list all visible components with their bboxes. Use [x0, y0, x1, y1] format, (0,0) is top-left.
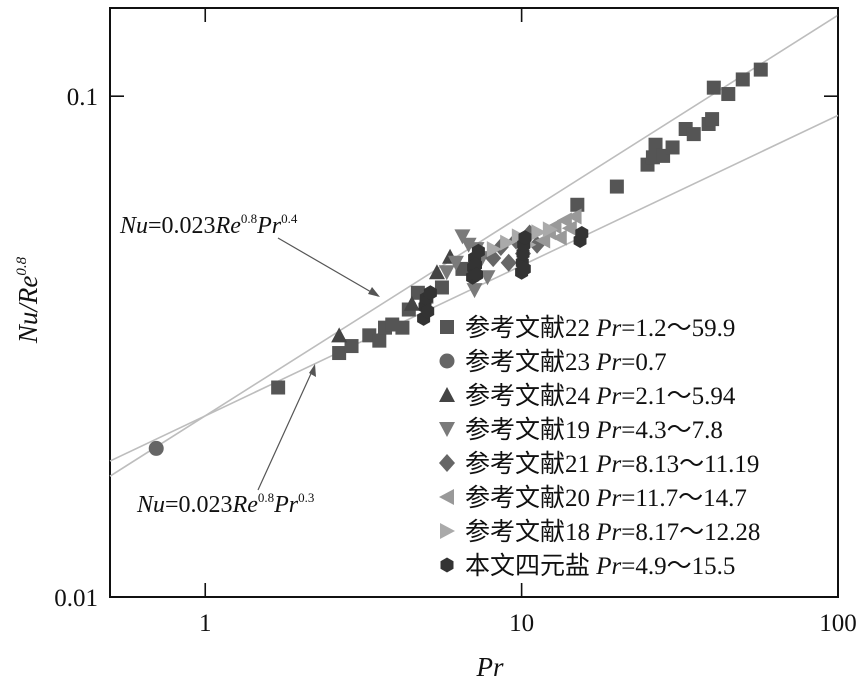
data-point-square-0 [271, 380, 286, 395]
data-point-square-26 [735, 72, 750, 87]
data-point-triangle-up-2 [428, 264, 445, 280]
data-point-hexagon-18 [575, 226, 589, 241]
data-point-square-14 [609, 179, 624, 194]
data-point-triangle-left-0 [535, 232, 551, 249]
y-axis-label-base: Nu/Re [13, 276, 43, 345]
data-point-circle-0 [148, 440, 164, 456]
legend-marker-triangle-right [440, 523, 455, 539]
data-point-square-25 [721, 87, 736, 102]
legend-label-6: 参考文献18 Pr=8.17～12.28 [465, 518, 760, 546]
y-tick-label-0.01: 0.01 [54, 585, 98, 612]
plot-frame [109, 7, 839, 598]
data-point-hexagon-10 [471, 243, 485, 259]
data-point-square-19 [665, 140, 680, 155]
legend-marker-circle [439, 353, 455, 369]
legend-label-4: 参考文献21 Pr=8.13～11.19 [465, 450, 759, 478]
annotation-pr03-arrow [257, 366, 315, 491]
data-point-triangle-left-3 [551, 229, 567, 246]
data-point-hexagon-9 [470, 267, 483, 283]
data-point-triangle-right-1 [500, 234, 516, 251]
data-point-hexagon-3 [421, 303, 435, 319]
legend-label-7: 本文四元盐 Pr=4.9～15.5 [465, 552, 735, 580]
legend-label-1: 参考文献23 Pr=0.7 [465, 348, 667, 376]
legend-label-3: 参考文献19 Pr=4.3～7.8 [465, 416, 723, 444]
data-point-square-12 [455, 261, 470, 276]
data-point-square-21 [686, 127, 701, 142]
legend-marker-triangle-down [439, 422, 455, 437]
series-hexagon [417, 226, 589, 326]
data-point-diamond-2 [500, 253, 517, 272]
data-point-triangle-left-6 [566, 208, 582, 225]
data-point-square-2 [344, 339, 359, 354]
data-point-square-11 [434, 280, 449, 295]
legend-marker-hexagon [440, 557, 454, 573]
axis-ticks [110, 8, 839, 598]
series-circle [148, 440, 164, 456]
legend-label-0: 参考文献22 Pr=1.2～59.9 [465, 314, 735, 342]
data-point-hexagon-15 [517, 261, 531, 277]
data-point-hexagon-4 [423, 285, 437, 301]
data-point-triangle-right-4 [531, 224, 547, 241]
data-point-triangle-right-5 [542, 221, 558, 238]
data-point-square-13 [570, 197, 585, 212]
legend-marker-diamond [439, 454, 455, 472]
annotation-pr04-arrowhead [368, 287, 380, 297]
x-axis-label: Pr [476, 652, 504, 682]
data-markers [148, 62, 768, 456]
legend-marker-square [440, 320, 454, 334]
svg-text:Nu/Re0.8: Nu/Re0.8 [13, 256, 43, 344]
annotation-pr04-arrow [277, 237, 379, 297]
data-point-square-24 [706, 80, 721, 95]
data-point-triangle-left-5 [561, 220, 577, 237]
legend-label-2: 参考文献24 Pr=2.1～5.94 [465, 382, 736, 410]
data-point-triangle-down-1 [447, 255, 464, 271]
data-point-triangle-up-0 [331, 327, 348, 343]
legend: 参考文献22 Pr=1.2～59.9 参考文献23 Pr=0.7 参考文献24 Pr… [439, 314, 760, 580]
data-point-triangle-down-3 [460, 237, 477, 253]
annotation-pr04-label: Nu=0.023Re0.8Pr0.4 [119, 211, 298, 239]
series-square [271, 62, 768, 395]
annotation-pr03-label: Nu=0.023Re0.8Pr0.3 [136, 490, 314, 518]
data-point-square-23 [705, 112, 720, 127]
x-tick-label-1: 1 [199, 610, 212, 637]
data-point-triangle-down-4 [466, 283, 483, 299]
y-axis-label: Nu/Re0.8 [13, 256, 43, 344]
x-tick-label-10: 10 [509, 610, 534, 637]
data-point-triangle-down-2 [454, 229, 471, 245]
data-point-hexagon-16 [518, 230, 532, 246]
y-axis-label-sup: 0.8 [14, 256, 30, 275]
annotation-pr04: Nu=0.023Re0.8Pr0.4 [119, 211, 380, 297]
data-point-triangle-down-0 [438, 265, 455, 281]
annotation-pr03: Nu=0.023Re0.8Pr0.3 [136, 364, 316, 518]
data-point-square-7 [395, 320, 410, 335]
data-point-square-17 [648, 137, 663, 152]
y-tick-label-0.1: 0.1 [67, 84, 98, 111]
annotation-pr03-arrowhead [309, 364, 316, 377]
data-point-triangle-right-0 [486, 241, 502, 258]
data-point-triangle-left-2 [546, 218, 562, 235]
x-tick-label-100: 100 [819, 610, 857, 637]
data-point-triangle-down-7 [479, 270, 496, 286]
legend-marker-triangle-up [439, 387, 455, 402]
legend-label-5: 参考文献20 Pr=11.7～14.7 [465, 484, 747, 512]
data-point-square-1 [332, 346, 347, 361]
data-point-square-4 [372, 333, 387, 348]
data-point-square-27 [753, 62, 768, 77]
legend-marker-triangle-left [439, 489, 454, 505]
data-point-triangle-up-1 [403, 295, 420, 311]
axis-tick-labels: 1 10 100 0.01 0.1 [54, 84, 857, 637]
